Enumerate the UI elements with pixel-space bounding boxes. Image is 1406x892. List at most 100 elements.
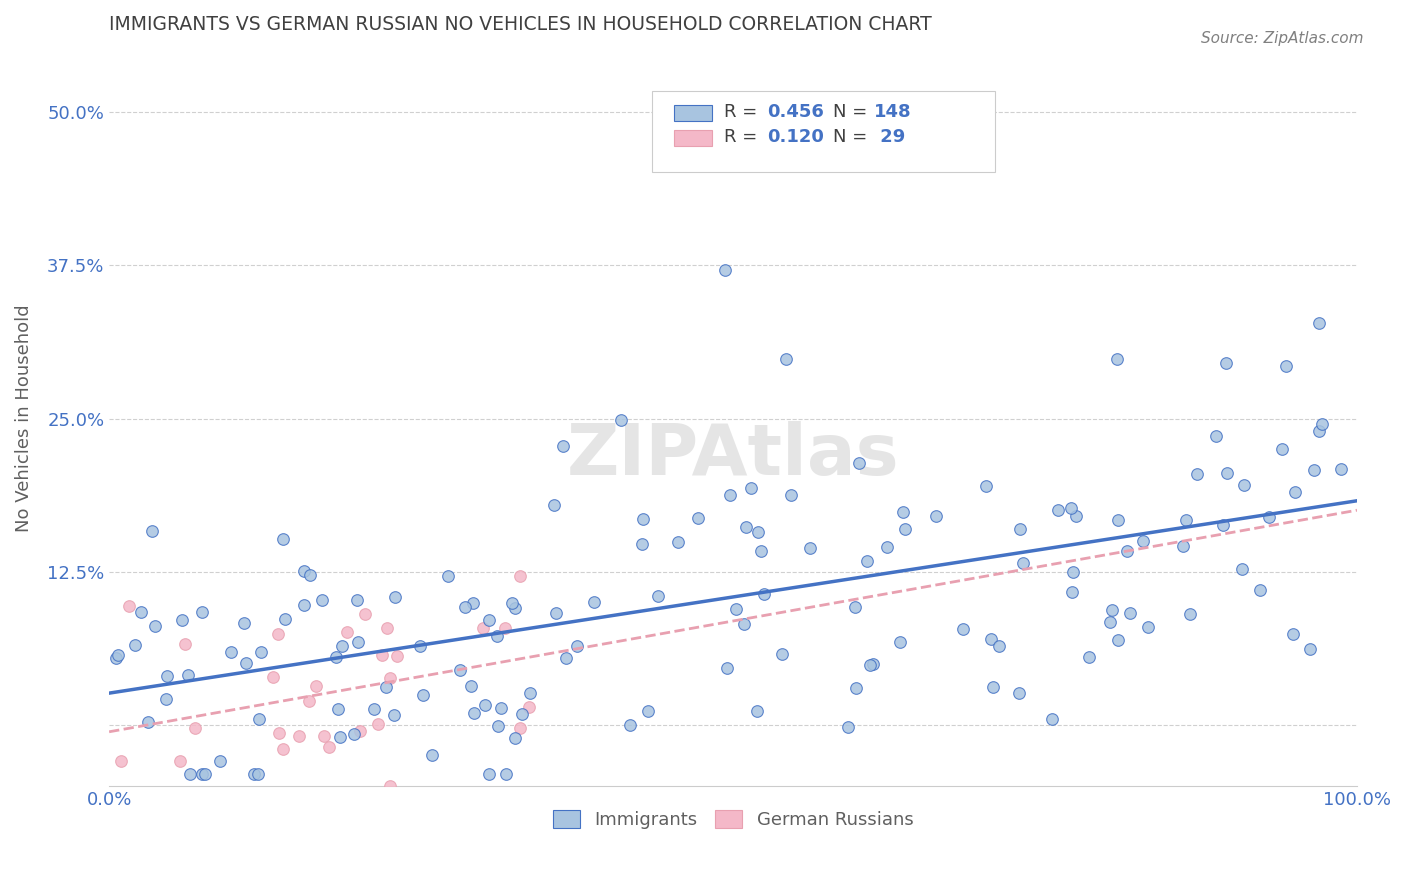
- Point: [848, 456, 870, 470]
- FancyBboxPatch shape: [675, 130, 711, 146]
- Point: [733, 616, 755, 631]
- Point: [1282, 627, 1305, 641]
- Point: [735, 520, 758, 534]
- Point: [799, 541, 821, 555]
- Point: [367, 716, 389, 731]
- Point: [501, 596, 523, 610]
- Y-axis label: No Vehicles in Household: No Vehicles in Household: [15, 305, 32, 533]
- Point: [1008, 523, 1031, 537]
- Point: [1299, 641, 1322, 656]
- Point: [169, 754, 191, 768]
- Point: [156, 668, 179, 682]
- Point: [143, 619, 166, 633]
- Point: [716, 661, 738, 675]
- Point: [1215, 356, 1237, 370]
- Point: [988, 639, 1011, 653]
- Point: [1099, 615, 1122, 629]
- Point: [1040, 712, 1063, 726]
- Point: [250, 645, 273, 659]
- Point: [1115, 543, 1137, 558]
- Point: [124, 639, 146, 653]
- Point: [271, 741, 294, 756]
- Point: [242, 767, 264, 781]
- Text: R =: R =: [724, 103, 763, 121]
- Point: [519, 686, 541, 700]
- Point: [1066, 508, 1088, 523]
- Point: [844, 600, 866, 615]
- Point: [384, 590, 406, 604]
- Point: [1060, 500, 1083, 515]
- Point: [412, 688, 434, 702]
- Point: [725, 602, 748, 616]
- Point: [219, 645, 242, 659]
- Point: [385, 649, 408, 664]
- Text: N =: N =: [832, 128, 873, 146]
- Point: [981, 680, 1004, 694]
- Point: [491, 701, 513, 715]
- Point: [1258, 509, 1281, 524]
- Point: [267, 726, 290, 740]
- Point: [486, 629, 509, 643]
- Point: [343, 727, 366, 741]
- Point: [510, 707, 533, 722]
- Point: [354, 607, 377, 621]
- Point: [862, 657, 884, 671]
- Point: [287, 729, 309, 743]
- FancyBboxPatch shape: [675, 104, 711, 120]
- Point: [1185, 467, 1208, 482]
- Point: [1270, 442, 1292, 456]
- Point: [751, 543, 773, 558]
- Point: [1107, 513, 1129, 527]
- Point: [118, 599, 141, 613]
- Point: [509, 721, 531, 735]
- Point: [235, 657, 257, 671]
- Point: [305, 679, 328, 693]
- Point: [503, 731, 526, 745]
- Point: [775, 352, 797, 367]
- Point: [1274, 359, 1296, 373]
- Point: [478, 613, 501, 627]
- Point: [1205, 429, 1227, 443]
- Point: [747, 525, 769, 540]
- Point: [543, 499, 565, 513]
- Point: [893, 522, 915, 536]
- Point: [1216, 467, 1239, 481]
- Point: [565, 639, 588, 653]
- Point: [845, 681, 868, 695]
- Point: [129, 804, 152, 818]
- Text: IMMIGRANTS VS GERMAN RUSSIAN NO VEHICLES IN HOUSEHOLD CORRELATION CHART: IMMIGRANTS VS GERMAN RUSSIAN NO VEHICLES…: [110, 15, 932, 34]
- Point: [474, 698, 496, 712]
- Point: [1107, 632, 1129, 647]
- Point: [509, 569, 531, 583]
- Point: [1284, 484, 1306, 499]
- Point: [859, 657, 882, 672]
- Point: [409, 639, 432, 653]
- Point: [752, 587, 775, 601]
- Point: [183, 721, 205, 735]
- Point: [347, 635, 370, 649]
- Point: [714, 262, 737, 277]
- Point: [1008, 686, 1031, 700]
- Point: [976, 478, 998, 492]
- Point: [891, 505, 914, 519]
- Text: ZIPAtlas: ZIPAtlas: [567, 421, 900, 490]
- Point: [371, 648, 394, 662]
- Point: [495, 767, 517, 781]
- Point: [503, 601, 526, 615]
- Point: [141, 524, 163, 538]
- Text: 29: 29: [875, 128, 905, 146]
- Point: [129, 606, 152, 620]
- Point: [740, 481, 762, 495]
- Point: [330, 639, 353, 653]
- Point: [461, 597, 484, 611]
- Point: [1060, 584, 1083, 599]
- Point: [486, 719, 509, 733]
- Point: [170, 614, 193, 628]
- Point: [631, 537, 654, 551]
- Text: N =: N =: [832, 103, 873, 121]
- Point: [298, 694, 321, 708]
- Point: [232, 616, 254, 631]
- Point: [647, 589, 669, 603]
- Point: [463, 706, 485, 720]
- Text: 0.120: 0.120: [766, 128, 824, 146]
